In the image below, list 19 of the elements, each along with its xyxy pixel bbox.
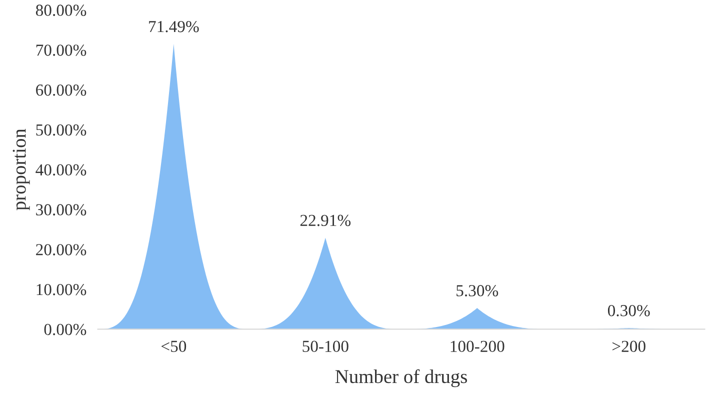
- y-axis-title: proportion: [12, 128, 30, 210]
- data-label: 22.91%: [300, 214, 351, 226]
- y-tick-label: 50.00%: [36, 124, 86, 136]
- y-tick-label: 70.00%: [36, 44, 86, 56]
- y-tick-label: 0.00%: [44, 324, 86, 336]
- y-tick-label: 80.00%: [36, 4, 86, 16]
- x-tick-label: <50: [161, 340, 186, 352]
- x-axis-title: Number of drugs: [335, 369, 467, 388]
- y-tick-label: 30.00%: [36, 204, 86, 216]
- y-tick-label: 20.00%: [36, 244, 86, 256]
- x-tick-label: 100-200: [450, 340, 504, 352]
- x-tick-label: >200: [612, 340, 646, 352]
- y-tick-label: 40.00%: [36, 164, 86, 176]
- y-tick-label: 60.00%: [36, 84, 86, 96]
- data-label: 5.30%: [456, 285, 498, 296]
- data-label: 0.30%: [608, 305, 650, 316]
- y-tick-label: 10.00%: [36, 284, 86, 296]
- x-tick-label: 50-100: [302, 340, 348, 352]
- data-label: 71.49%: [149, 20, 199, 32]
